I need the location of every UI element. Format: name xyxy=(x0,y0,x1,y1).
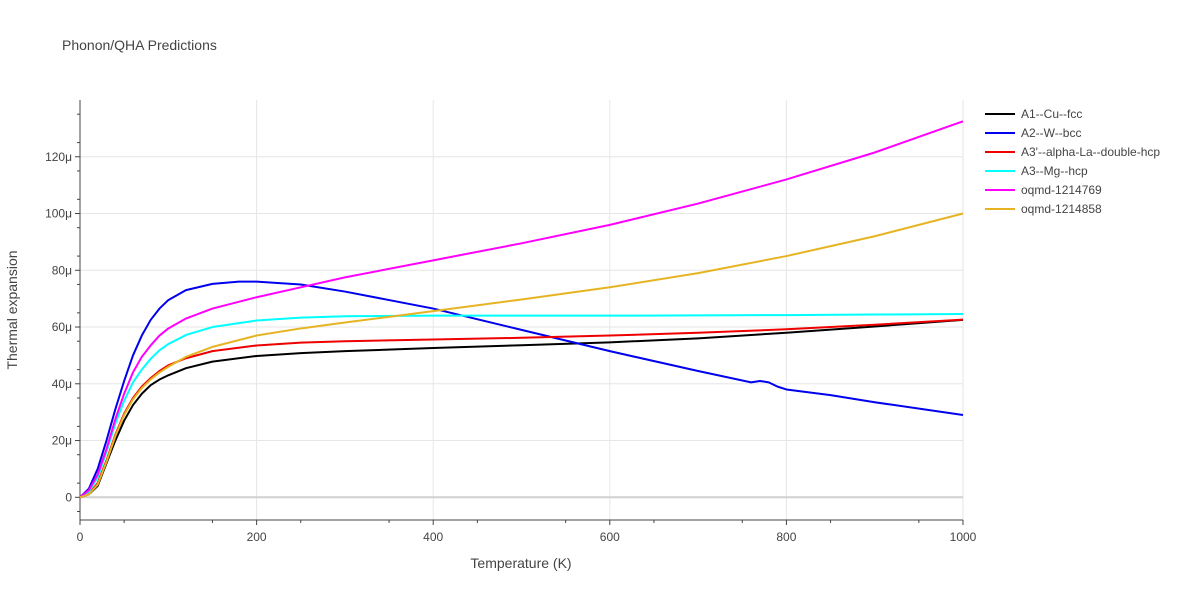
y-tick-label: 60μ xyxy=(52,320,72,334)
y-tick-label: 80μ xyxy=(52,263,72,277)
legend-label: A3--Mg--hcp xyxy=(1021,164,1088,178)
legend-item[interactable]: A2--W--bcc xyxy=(985,126,1081,140)
x-tick-label: 200 xyxy=(247,530,267,544)
legend[interactable]: A1--Cu--fcc A2--W--bcc A3'--alpha-La--doub… xyxy=(985,107,1160,216)
series-line-5 xyxy=(79,120,964,499)
series-line-1 xyxy=(79,318,964,499)
series-line-4 xyxy=(79,312,964,499)
series-line-2 xyxy=(79,280,964,499)
legend-label: oqmd-1214858 xyxy=(1021,202,1102,216)
x-axis-ticks: 0 200 400 600 800 1000 xyxy=(77,520,977,544)
x-tick-label: 1000 xyxy=(950,530,977,544)
x-tick-label: 0 xyxy=(77,530,84,544)
legend-item[interactable]: oqmd-1214769 xyxy=(985,183,1102,197)
x-gridlines xyxy=(256,100,964,520)
y-axis-title: Thermal expansion xyxy=(4,250,20,369)
series-line-6 xyxy=(79,212,964,499)
y-tick-label: 100μ xyxy=(45,207,72,221)
chart-title: Phonon/QHA Predictions xyxy=(62,37,217,53)
y-tick-label: 20μ xyxy=(52,434,72,448)
legend-label: A1--Cu--fcc xyxy=(1021,107,1082,121)
legend-label: A3'--alpha-La--double-hcp xyxy=(1021,145,1160,159)
x-tick-label: 600 xyxy=(600,530,620,544)
y-tick-label: 120μ xyxy=(45,150,72,164)
legend-label: oqmd-1214769 xyxy=(1021,183,1102,197)
series-lines xyxy=(79,120,964,499)
legend-item[interactable]: A3--Mg--hcp xyxy=(985,164,1088,178)
x-tick-label: 400 xyxy=(423,530,443,544)
y-tick-label: 40μ xyxy=(52,377,72,391)
x-axis-title: Temperature (K) xyxy=(470,555,571,571)
x-tick-label: 800 xyxy=(776,530,796,544)
legend-item[interactable]: A3'--alpha-La--double-hcp xyxy=(985,145,1160,159)
legend-item[interactable]: A1--Cu--fcc xyxy=(985,107,1082,121)
y-tick-label: 0 xyxy=(65,490,72,504)
y-axis-ticks: 0 20μ 40μ 60μ 80μ 100μ 120μ xyxy=(45,113,80,512)
y-gridlines xyxy=(80,156,963,442)
legend-item[interactable]: oqmd-1214858 xyxy=(985,202,1102,216)
legend-label: A2--W--bcc xyxy=(1021,126,1081,140)
